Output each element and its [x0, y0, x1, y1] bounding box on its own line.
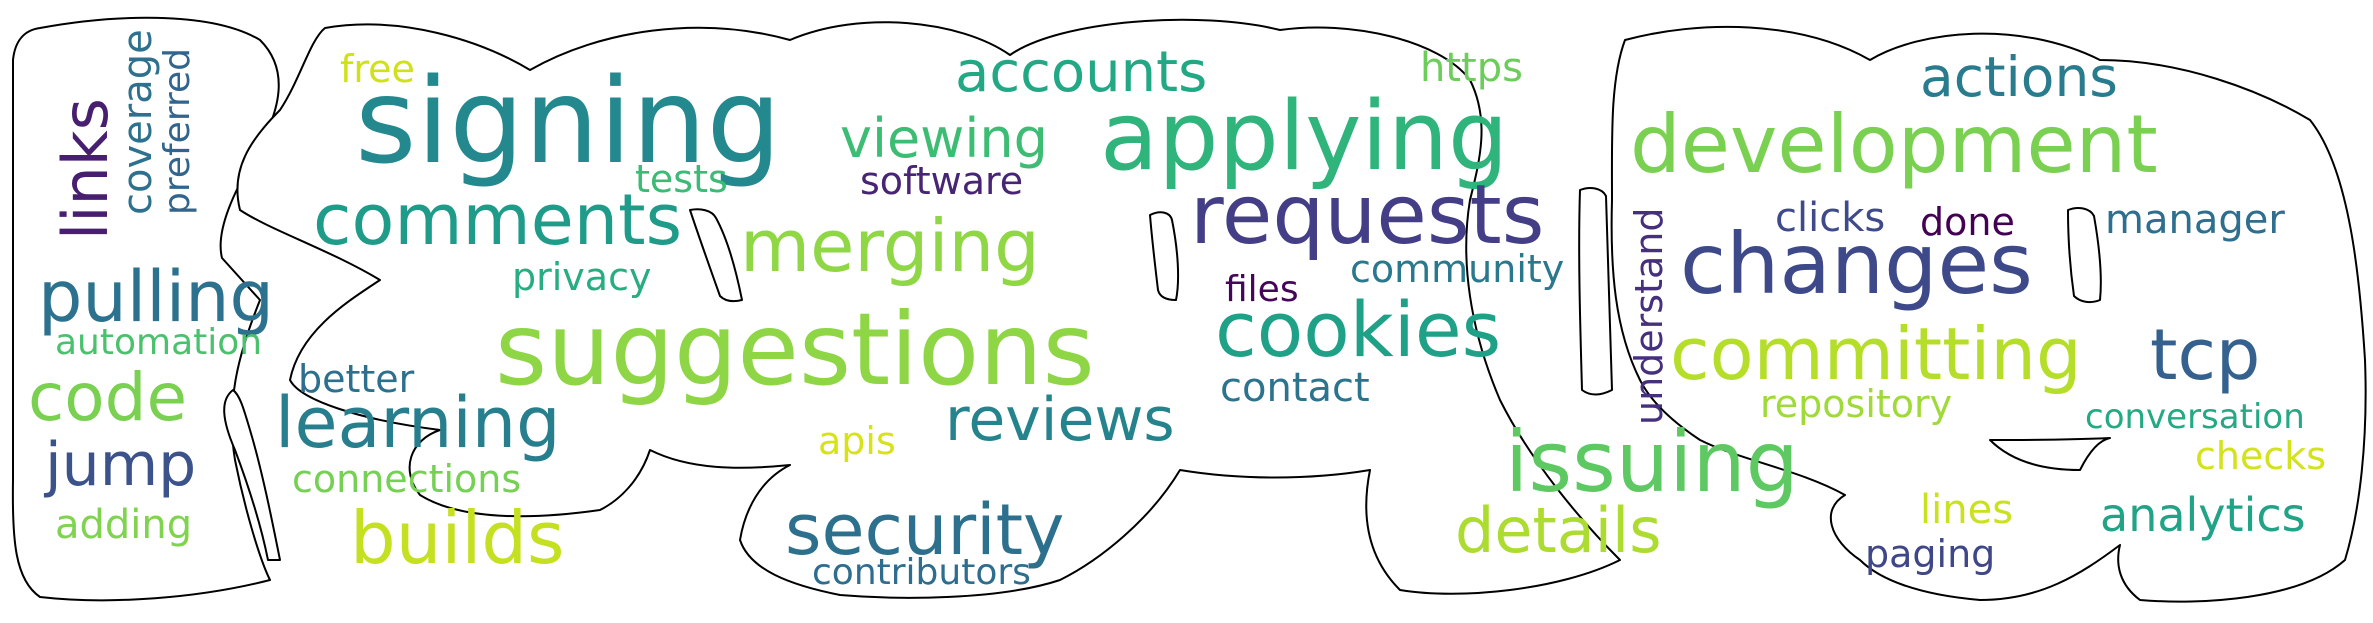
word-conversation: conversation [2085, 397, 2305, 437]
word-code: code [28, 359, 188, 436]
word-repository: repository [1760, 382, 1953, 426]
word-files: files [1225, 269, 1299, 310]
word-done: done [1920, 200, 2015, 244]
word-automation: automation [55, 322, 263, 363]
word-viewing: viewing [840, 107, 1048, 170]
word-comments: comments [313, 179, 683, 261]
word-applying: applying [1100, 82, 1509, 192]
word-changes: changes [1680, 215, 2033, 313]
word-actions: actions [1920, 45, 2118, 109]
word-apis: apis [818, 419, 896, 463]
word-development: development [1630, 98, 2158, 191]
word-free: free [340, 47, 415, 91]
word-understand: understand [1627, 207, 1671, 425]
word-checks: checks [2195, 434, 2327, 478]
word-reviews: reviews [945, 385, 1175, 455]
word-requests: requests [1190, 168, 1545, 263]
word-accounts: accounts [955, 40, 1208, 105]
word-merging: merging [740, 204, 1040, 288]
outline-slash [223, 389, 281, 561]
word-contributors: contributors [812, 552, 1031, 593]
word-learning: learning [275, 382, 561, 464]
word-https: https [1420, 45, 1523, 91]
word-suggestions: suggestions [495, 291, 1095, 408]
word-privacy: privacy [512, 255, 652, 299]
word-builds: builds [350, 496, 565, 580]
outline-right-blob [1610, 25, 2367, 603]
outline-center-blob [236, 18, 1621, 599]
word-adding: adding [55, 502, 193, 548]
word-better: better [298, 357, 415, 401]
word-links: links [49, 98, 122, 240]
outline-inner-slot [689, 208, 743, 303]
word-connections: connections [292, 457, 522, 501]
word-issuing: issuing [1505, 413, 1799, 511]
word-preferred: preferred [157, 47, 198, 215]
word-signing: signing [355, 52, 782, 190]
word-paging: paging [1865, 532, 1996, 576]
word-analytics: analytics [2100, 488, 2306, 542]
word-tests: tests [635, 157, 728, 201]
word-details: details [1455, 494, 1662, 567]
outline-right-tab [1989, 437, 2111, 471]
word-software: software [860, 159, 1024, 203]
word-community: community [1350, 247, 1565, 291]
word-cookies: cookies [1215, 285, 1502, 374]
word-pulling: pulling [38, 256, 274, 338]
word-contact: contact [1220, 365, 1370, 411]
word-coverage: coverage [115, 29, 161, 215]
word-security: security [785, 489, 1065, 571]
outline-right-notch [1578, 187, 1613, 396]
word-committing: committing [1670, 312, 2082, 396]
word-jump: jump [45, 430, 197, 500]
outline-right-slot [2067, 207, 2102, 304]
word-manager: manager [2105, 197, 2285, 243]
word-clicks: clicks [1775, 195, 1886, 241]
word-lines: lines [1920, 487, 2014, 533]
word-tcp: tcp [2150, 314, 2261, 396]
outline-inner-tick [1149, 211, 1180, 301]
